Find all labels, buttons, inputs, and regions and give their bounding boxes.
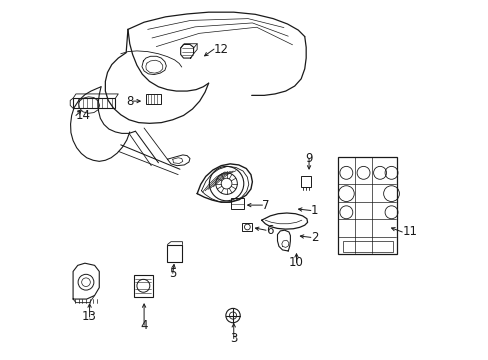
Bar xyxy=(145,94,161,104)
Bar xyxy=(242,223,252,231)
Text: 4: 4 xyxy=(140,319,147,332)
Text: 5: 5 xyxy=(169,267,176,280)
Text: 6: 6 xyxy=(265,224,273,237)
Bar xyxy=(134,275,152,297)
Text: 13: 13 xyxy=(82,310,97,324)
Text: 9: 9 xyxy=(305,152,312,165)
Bar xyxy=(167,244,182,262)
Text: 8: 8 xyxy=(126,95,133,108)
Text: 10: 10 xyxy=(288,256,304,269)
Text: 11: 11 xyxy=(402,225,416,238)
Text: 7: 7 xyxy=(262,199,269,212)
Text: 3: 3 xyxy=(229,332,237,345)
Bar xyxy=(230,198,244,209)
Bar xyxy=(73,98,115,108)
Bar xyxy=(337,157,396,253)
Bar xyxy=(301,176,310,187)
Text: 2: 2 xyxy=(310,231,318,244)
Bar xyxy=(343,241,392,252)
Text: 1: 1 xyxy=(310,204,318,217)
Text: 14: 14 xyxy=(76,109,91,122)
Text: 12: 12 xyxy=(214,42,228,55)
